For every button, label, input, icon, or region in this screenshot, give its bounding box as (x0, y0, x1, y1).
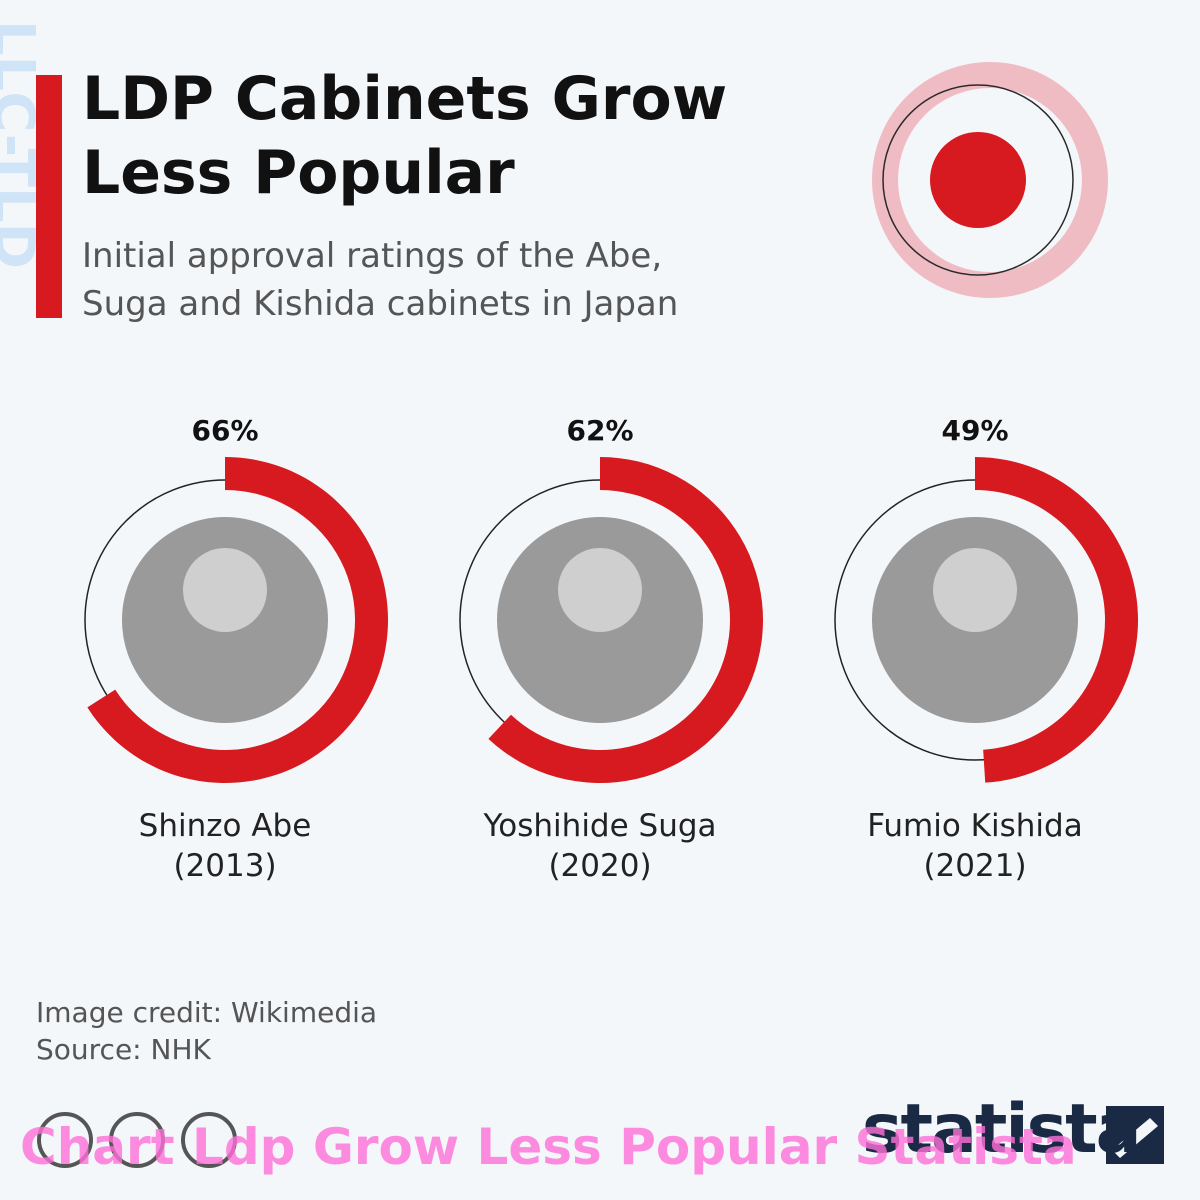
value-label: 66% (191, 414, 258, 447)
photo-highlight (558, 548, 642, 632)
category-label: Shinzo Abe (139, 808, 312, 844)
photo-highlight (183, 548, 267, 632)
category-year: (2020) (548, 848, 651, 884)
category-year: (2013) (173, 848, 276, 884)
title-accent (36, 75, 62, 318)
license-icons (37, 1112, 237, 1168)
watermark: Chart Ldp Grow Less Popular Statista (20, 1118, 1077, 1176)
flag-ring (872, 62, 1108, 298)
photo-highlight (933, 548, 1017, 632)
logo-mark (1106, 1106, 1164, 1164)
logo: statista (862, 1090, 1142, 1169)
image-credit: Image credit: Wikimedia (36, 996, 378, 1029)
arc (975, 457, 1139, 783)
category-label: Yoshihide Suga (482, 808, 716, 844)
value-label: 62% (566, 414, 633, 447)
value-label: 49% (941, 414, 1008, 447)
category-label: Fumio Kishida (867, 808, 1082, 844)
category-year: (2021) (923, 848, 1026, 884)
arc (488, 457, 763, 783)
source: Source: NHK (36, 1033, 211, 1066)
flag-disk (930, 132, 1026, 228)
flag-outline (882, 84, 1074, 276)
chart-title: LDP Cabinets Grow Less Popular (82, 64, 728, 208)
chart-subtitle: Initial approval ratings of the Abe, Sug… (82, 236, 679, 324)
